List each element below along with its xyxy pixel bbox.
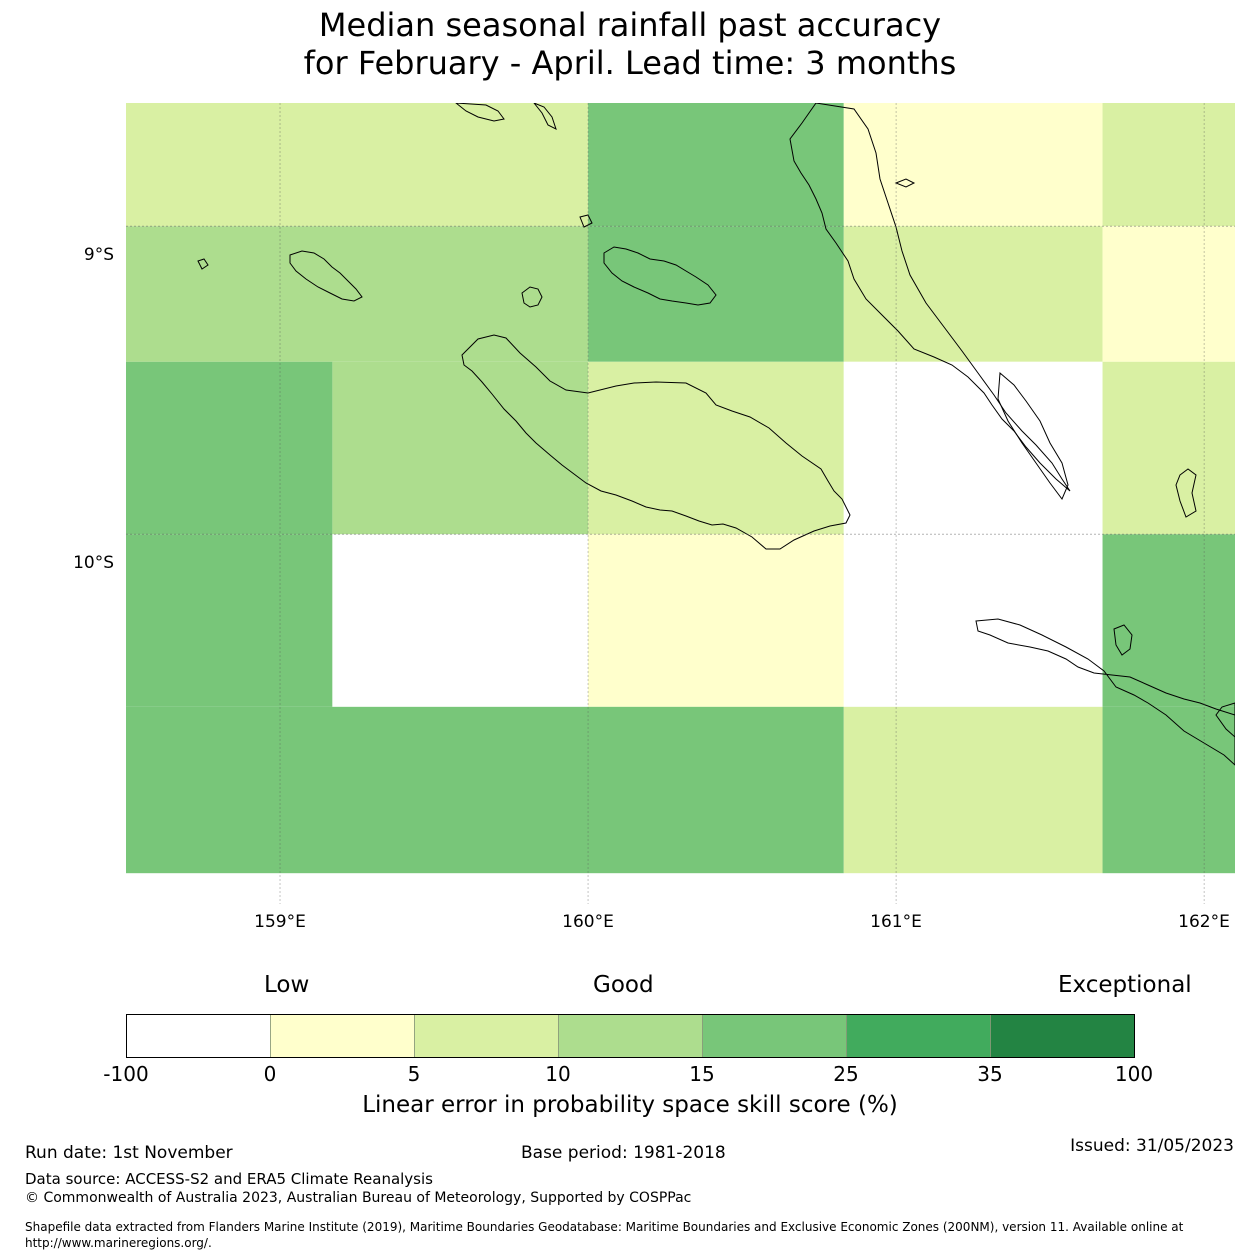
colorbar-axis-label: Linear error in probability space skill … xyxy=(362,1092,898,1118)
skill-cell xyxy=(126,226,589,362)
title-line-1: Median seasonal rainfall past accuracy xyxy=(318,6,942,44)
chart-title: Median seasonal rainfall past accuracy f… xyxy=(0,6,1260,82)
issued-date: Issued: 31/05/2023 xyxy=(1070,1136,1234,1156)
colorbar-tick: 10 xyxy=(545,1062,571,1086)
coastline-small-malaita xyxy=(997,371,1069,500)
skill-cell xyxy=(843,706,1103,874)
legend-category-good: Good xyxy=(593,972,654,998)
colorbar-segment xyxy=(846,1014,991,1058)
lon-label-160e: 160°E xyxy=(562,912,614,932)
colorbar-segment xyxy=(270,1014,415,1058)
coastline-isle-3 xyxy=(1175,468,1197,518)
lat-label-9s: 9°S xyxy=(83,245,114,265)
colorbar-segment xyxy=(558,1014,703,1058)
skill-cell xyxy=(843,226,1103,362)
coastline-isle-1 xyxy=(579,214,593,228)
colorbar-tick: 100 xyxy=(1114,1062,1154,1086)
coastline-isle-2 xyxy=(197,258,209,270)
skill-cell xyxy=(588,103,844,227)
coastline-savo xyxy=(521,286,543,308)
skill-cell xyxy=(588,361,844,535)
legend-category-exceptional: Exceptional xyxy=(1058,972,1192,998)
lon-label-161e: 161°E xyxy=(870,912,922,932)
colorbar xyxy=(126,1014,1135,1058)
skill-cell xyxy=(588,226,844,362)
colorbar-tick: 25 xyxy=(833,1062,859,1086)
run-date: Run date: 1st November xyxy=(25,1143,233,1163)
coastline-russell-islands xyxy=(289,250,363,302)
coastline-north-islets xyxy=(455,103,505,122)
colorbar-tick: 0 xyxy=(263,1062,277,1086)
skill-cell xyxy=(588,534,844,707)
coastlines xyxy=(197,103,1235,766)
skill-cell xyxy=(1102,103,1235,227)
skill-cell xyxy=(126,361,333,535)
colorbar-segment xyxy=(702,1014,847,1058)
legend-category-low: Low xyxy=(264,972,310,998)
coastline-isle-4 xyxy=(1113,624,1133,656)
lon-label-162e: 162°E xyxy=(1178,912,1230,932)
skill-cell xyxy=(843,361,1103,535)
colorbar-border xyxy=(126,1014,1135,1058)
skill-cell xyxy=(843,103,1103,227)
skill-cell xyxy=(843,534,1103,707)
colorbar-segment xyxy=(126,1014,271,1058)
skill-cell xyxy=(1102,226,1235,362)
skill-cell xyxy=(126,706,844,874)
coastline-north-islets-2 xyxy=(533,103,557,130)
base-period: Base period: 1981-2018 xyxy=(521,1143,726,1163)
coastline-florida-islands xyxy=(603,246,717,306)
skill-cell xyxy=(1102,534,1235,707)
skill-cell xyxy=(1102,706,1235,874)
shapefile-credit-line-1: Shapefile data extracted from Flanders M… xyxy=(25,1220,1184,1234)
copyright: © Commonwealth of Australia 2023, Austra… xyxy=(25,1190,692,1206)
skill-cell xyxy=(332,361,589,535)
shapefile-credit-line-2: http://www.marineregions.org/. xyxy=(25,1236,212,1250)
coastline-makira xyxy=(975,618,1235,766)
skill-cell xyxy=(332,534,589,707)
colorbar-tick: 15 xyxy=(689,1062,715,1086)
colorbar-tick: 5 xyxy=(407,1062,421,1086)
title-line-2: for February - April. Lead time: 3 month… xyxy=(303,44,957,82)
coastline-makira-east xyxy=(1215,702,1235,738)
skill-cell xyxy=(126,534,333,707)
colorbar-segment xyxy=(990,1014,1135,1058)
data-source: Data source: ACCESS-S2 and ERA5 Climate … xyxy=(25,1170,433,1188)
rainfall-skill-map xyxy=(126,103,1235,904)
coastline-guadalcanal xyxy=(461,334,851,550)
colorbar-tick: 35 xyxy=(977,1062,1003,1086)
skill-cell xyxy=(126,103,589,227)
graticule xyxy=(126,103,1235,904)
coastline-isle-5 xyxy=(894,178,916,188)
lon-label-159e: 159°E xyxy=(254,912,306,932)
lat-label-10s: 10°S xyxy=(73,553,114,573)
colorbar-segment xyxy=(414,1014,559,1058)
skill-cell xyxy=(1102,361,1235,535)
colorbar-tick: -100 xyxy=(103,1062,149,1086)
